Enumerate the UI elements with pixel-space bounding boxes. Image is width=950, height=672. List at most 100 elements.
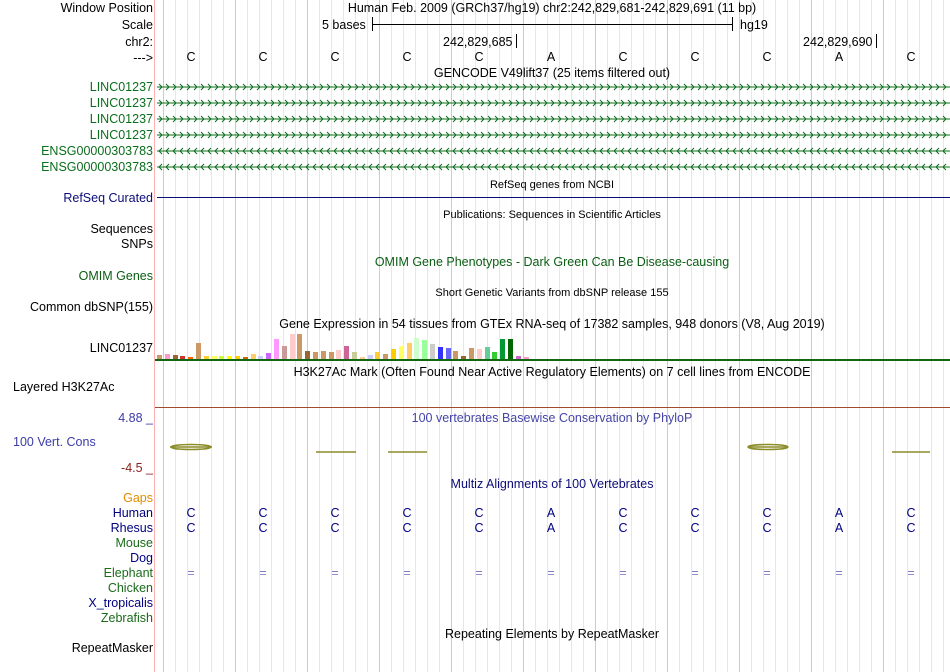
grid-line [583,0,584,672]
gtex-tissue-bar[interactable] [211,356,217,359]
gtex-tissue-bar[interactable] [453,351,459,359]
base-letter: C [474,50,484,64]
gtex-tissue-bar[interactable] [484,347,490,359]
gtex-tissue-bar[interactable] [227,356,233,359]
species-label[interactable]: Elephant [103,566,153,580]
alignment-base: = [691,566,699,580]
gencode-item-label[interactable]: LINC01237 [89,112,153,126]
gtex-tissue-bar[interactable] [242,357,248,359]
gtex-tissue-bar[interactable] [383,354,389,359]
alignment-base: C [474,506,484,520]
gtex-tissue-bar[interactable] [414,338,420,359]
gtex-tissue-bar[interactable] [203,356,209,359]
gtex-tissue-bar[interactable] [157,355,162,359]
gtex-tissue-bar[interactable] [180,356,186,359]
gtex-tissue-bar[interactable] [422,340,428,359]
gtex-tissue-bar[interactable] [289,334,295,359]
gtex-tissue-bar[interactable] [515,356,521,359]
conservation-label[interactable]: 100 Vert. Cons [13,435,96,449]
gtex-tissue-bar[interactable] [235,356,240,359]
gtex-tissue-bar[interactable] [258,356,264,359]
gtex-label[interactable]: LINC01237 [89,341,153,355]
gtex-tissue-bar[interactable] [359,357,365,359]
dbsnp-label[interactable]: Common dbSNP(155) [30,300,153,314]
gtex-tissue-bar[interactable] [523,357,529,359]
gencode-transcript-line[interactable] [157,113,950,125]
species-label[interactable]: X_tropicalis [88,596,153,610]
gtex-tissue-bar[interactable] [406,343,412,359]
refseq-gene-line[interactable] [157,197,950,198]
gtex-tissue-bar[interactable] [508,339,513,359]
gtex-tissue-bar[interactable] [500,339,506,359]
species-label[interactable]: Chicken [107,581,153,595]
gtex-tissue-bar[interactable] [196,343,201,359]
sequences-label[interactable]: Sequences [90,222,153,236]
gencode-transcript-line[interactable] [157,97,950,109]
gencode-item-label[interactable]: ENSG00000303783 [41,144,153,158]
gtex-tissue-bar[interactable] [492,352,498,359]
gencode-transcript-line[interactable] [157,145,950,157]
gencode-item-label[interactable]: LINC01237 [89,128,153,142]
gtex-tissue-bar[interactable] [375,352,381,359]
gtex-tissue-bar[interactable] [172,355,178,359]
gtex-tissue-bar[interactable] [219,356,225,359]
alignment-base: = [547,566,555,580]
grid-line [787,0,788,672]
omim-label[interactable]: OMIM Genes [78,269,153,283]
species-label[interactable]: Rhesus [110,521,153,535]
gtex-tissue-bar[interactable] [352,352,357,359]
base-letter: C [618,50,628,64]
snps-label[interactable]: SNPs [121,237,153,251]
species-label[interactable]: Dog [130,551,153,565]
conservation-track-title: 100 vertebrates Basewise Conservation by… [411,411,693,425]
gtex-tissue-bar[interactable] [297,334,303,359]
gencode-item-label[interactable]: ENSG00000303783 [41,160,153,174]
gtex-tissue-bar[interactable] [164,354,170,359]
gtex-tissue-bar[interactable] [305,351,311,359]
gtex-bar-chart[interactable] [157,330,950,359]
gtex-tissue-bar[interactable] [391,349,396,359]
gtex-tissue-bar[interactable] [320,351,326,359]
gtex-tissue-bar[interactable] [430,344,435,359]
gtex-tissue-bar[interactable] [398,346,404,359]
gaps-label[interactable]: Gaps [123,491,153,505]
gtex-tissue-bar[interactable] [469,348,474,359]
alignment-base: C [690,506,700,520]
refseq-label[interactable]: RefSeq Curated [63,191,153,205]
gencode-item-label[interactable]: LINC01237 [89,96,153,110]
alignment-base: A [834,506,844,520]
gtex-tissue-bar[interactable] [250,354,256,359]
species-label[interactable]: Mouse [115,536,153,550]
gtex-tissue-bar[interactable] [437,347,443,359]
gtex-tissue-bar[interactable] [367,355,373,359]
alignment-base: = [187,566,195,580]
gtex-tissue-bar[interactable] [445,348,451,359]
gtex-tissue-bar[interactable] [336,350,342,359]
scale-bar [372,17,733,31]
gtex-tissue-bar[interactable] [476,349,482,359]
h3k27ac-label[interactable]: Layered H3K27Ac [13,380,115,394]
alignment-base: C [618,506,628,520]
gtex-tissue-bar[interactable] [274,339,279,359]
gtex-tissue-bar[interactable] [344,346,350,359]
gtex-tissue-bar[interactable] [281,346,287,359]
gencode-transcript-line[interactable] [157,81,950,93]
grid-line [667,0,668,672]
chr-label: chr2: [125,35,153,49]
grid-line [403,0,404,672]
gtex-tissue-bar[interactable] [328,352,334,359]
species-label[interactable]: Zebrafish [100,611,153,625]
alignment-base: = [619,566,627,580]
species-label[interactable]: Human [112,506,153,520]
gencode-transcript-line[interactable] [157,129,950,141]
scale-label: Scale [121,18,153,32]
gtex-tissue-bar[interactable] [313,352,318,359]
gencode-item-label[interactable]: LINC01237 [89,80,153,94]
repeatmasker-label[interactable]: RepeatMasker [71,641,153,655]
gtex-tissue-bar[interactable] [266,353,272,359]
gencode-transcript-line[interactable] [157,161,950,173]
gtex-tissue-bar[interactable] [461,356,467,359]
gtex-tissue-bar[interactable] [188,357,194,359]
